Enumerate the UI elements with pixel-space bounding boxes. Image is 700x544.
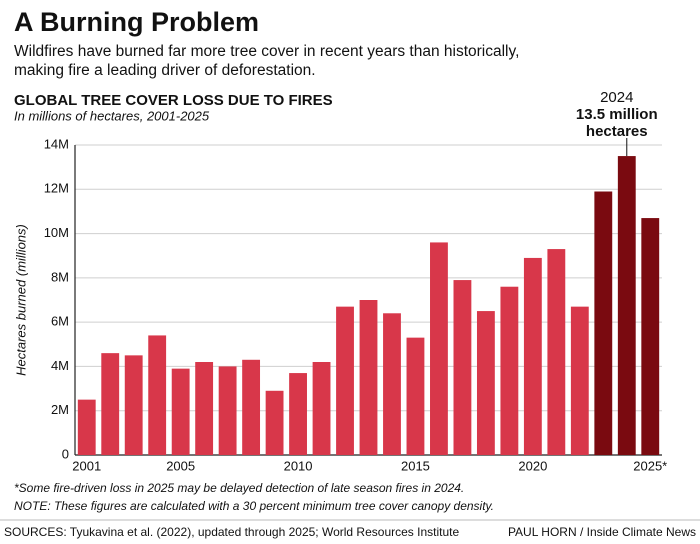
x-tick-label: 2015 [401,458,430,473]
credit: PAUL HORN / Inside Climate News [508,525,696,539]
bar [570,306,589,455]
y-tick-label: 6M [51,314,69,329]
x-tick-label: 2005 [166,458,195,473]
annotation-label: hectares [586,123,648,140]
bar [547,249,566,455]
y-tick-label: 12M [44,181,69,196]
bar [242,359,261,455]
annotation-year: 2024 [600,89,633,106]
bar [218,366,237,455]
bar [265,390,284,455]
annotation-label: 13.5 million [576,106,658,123]
bar [171,368,190,455]
bar [453,280,472,455]
x-tick-label: 2001 [72,458,101,473]
bar [617,156,636,456]
bar [148,335,167,455]
note: *Some fire-driven loss in 2025 may be de… [14,481,464,495]
y-tick-label: 2M [51,402,69,417]
bar [476,311,495,455]
x-tick-label: 2025* [633,458,667,473]
bar [500,286,519,455]
subtitle: making fire a leading driver of deforest… [14,62,316,79]
note: NOTE: These figures are calculated with … [14,499,494,513]
bar [359,300,378,455]
y-axis-label: Hectares burned (millions) [13,224,28,376]
y-tick-label: 4M [51,358,69,373]
bar [289,373,307,455]
y-tick-label: 10M [44,225,69,240]
title: A Burning Problem [14,7,259,37]
x-tick-label: 2020 [518,458,547,473]
bar [77,399,96,455]
bar [594,191,613,455]
bar [430,242,448,455]
y-tick-label: 0 [62,446,69,461]
y-tick-label: 8M [51,269,69,284]
bar [101,353,120,455]
bar [336,306,354,455]
chart-subtitle: In millions of hectares, 2001-2025 [14,108,210,123]
x-tick-label: 2010 [284,458,313,473]
chart-title: GLOBAL TREE COVER LOSS DUE TO FIRES [14,92,333,109]
bar [312,362,331,455]
bar [406,337,425,455]
bar [124,355,143,455]
bar [383,313,401,455]
bar [195,362,214,455]
y-tick-label: 14M [44,136,69,151]
bar [641,218,660,455]
subtitle: Wildfires have burned far more tree cove… [14,43,519,60]
bar [523,257,542,455]
sources: SOURCES: Tyukavina et al. (2022), update… [4,525,459,539]
